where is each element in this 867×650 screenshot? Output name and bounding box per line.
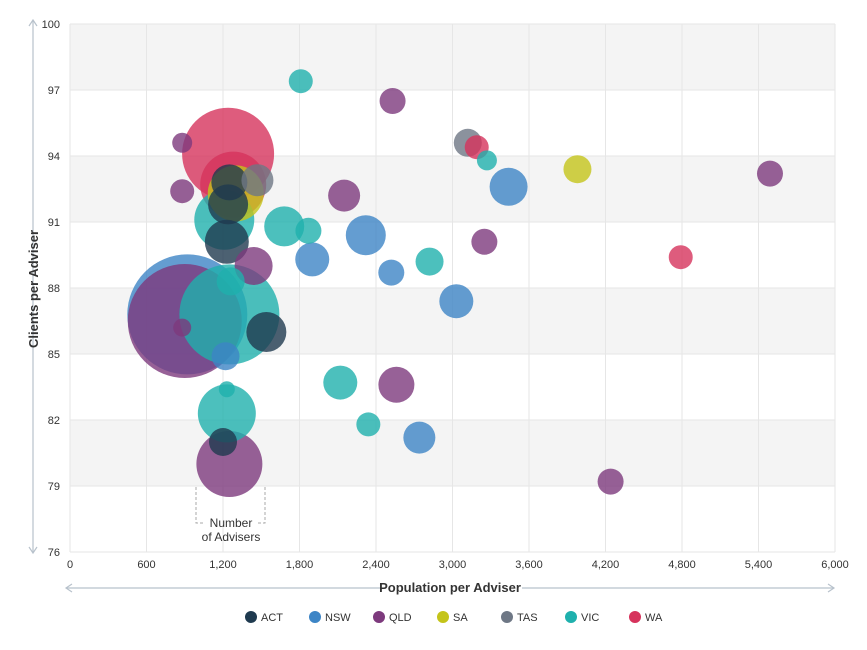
x-tick-labels: 0 600 1,200 1,800 2,400 3,000 3,600 4,200 4,800 5…: [67, 559, 849, 571]
y-tick-label: 91: [48, 217, 60, 229]
bubble-vic[interactable]: [476, 150, 497, 171]
legend-label: TAS: [517, 612, 538, 624]
x-tick-label: 2,400: [362, 559, 390, 571]
y-tick-label: 85: [48, 349, 60, 361]
y-tick-label: 82: [48, 415, 60, 427]
annotation-of-advisers: of Advisers: [202, 530, 261, 544]
annotation-bracket-right: [258, 487, 266, 524]
legend-item-act[interactable]: ACT: [245, 611, 283, 624]
bubble-vic[interactable]: [288, 69, 313, 94]
bubble-qld[interactable]: [378, 366, 415, 403]
bubble-vic[interactable]: [356, 412, 381, 437]
x-axis-arrow-left: [64, 583, 73, 593]
bubble-nsw[interactable]: [439, 284, 474, 319]
bubble-wa[interactable]: [668, 245, 693, 270]
bubble-act[interactable]: [246, 312, 287, 352]
y-axis-arrow-up: [28, 18, 38, 27]
legend-item-nsw[interactable]: NSW: [309, 611, 351, 624]
bubble-vic[interactable]: [323, 365, 358, 400]
legend-label: WA: [645, 612, 663, 624]
bubble-nsw[interactable]: [295, 242, 330, 277]
y-tick-label: 88: [48, 283, 60, 295]
axes: [28, 18, 836, 593]
bubbles-layer: [127, 69, 783, 497]
x-tick-label: 600: [137, 559, 155, 571]
legend-swatch: [245, 611, 257, 623]
x-tick-label: 5,400: [745, 559, 773, 571]
bubble-tas[interactable]: [241, 164, 274, 197]
bubble-nsw[interactable]: [378, 259, 405, 286]
x-axis-arrow-right: [827, 583, 836, 593]
legend-swatch: [501, 611, 513, 623]
x-tick-label: 4,800: [668, 559, 696, 571]
legend-label: NSW: [325, 612, 351, 624]
bubble-qld[interactable]: [471, 228, 498, 255]
x-tick-label: 1,200: [209, 559, 237, 571]
y-tick-label: 100: [42, 19, 60, 31]
x-tick-label: 6,000: [821, 559, 849, 571]
y-tick-label: 94: [48, 151, 60, 163]
y-tick-label: 79: [48, 481, 60, 493]
bubble-nsw[interactable]: [403, 421, 436, 454]
bubble-vic[interactable]: [197, 384, 256, 443]
y-tick-label: 97: [48, 85, 60, 97]
bubble-act[interactable]: [204, 219, 249, 264]
bubble-qld[interactable]: [379, 88, 406, 114]
legend: ACT NSW QLD SA TAS VIC WA: [245, 611, 663, 624]
legend-swatch: [565, 611, 577, 623]
bubble-vic[interactable]: [264, 206, 305, 247]
bubble-qld[interactable]: [170, 179, 195, 204]
bubble-sa[interactable]: [563, 155, 592, 184]
legend-swatch: [309, 611, 321, 623]
x-axis-title: Population per Adviser: [379, 580, 521, 595]
bubble-qld[interactable]: [172, 132, 193, 153]
legend-label: VIC: [581, 612, 599, 624]
bubble-vic[interactable]: [415, 247, 444, 276]
x-tick-label: 1,800: [286, 559, 314, 571]
bubble-nsw[interactable]: [345, 215, 386, 256]
y-axis-arrow-down: [28, 546, 38, 555]
legend-swatch: [437, 611, 449, 623]
x-tick-label: 4,200: [592, 559, 620, 571]
bubble-vic[interactable]: [216, 267, 245, 296]
size-annotation: Number of Advisers: [195, 487, 266, 544]
legend-item-vic[interactable]: VIC: [565, 611, 599, 624]
x-tick-label: 3,600: [515, 559, 543, 571]
x-tick-label: 0: [67, 559, 73, 571]
bubble-nsw[interactable]: [489, 167, 528, 206]
bubble-qld[interactable]: [756, 160, 783, 187]
annotation-number: Number: [210, 516, 253, 530]
bubble-vic[interactable]: [218, 381, 235, 398]
bubble-qld[interactable]: [328, 179, 361, 212]
y-axis-title: Clients per Adviser: [26, 230, 41, 348]
bubble-nsw[interactable]: [211, 342, 240, 371]
legend-swatch: [629, 611, 641, 623]
y-tick-label: 76: [48, 547, 60, 559]
legend-item-wa[interactable]: WA: [629, 611, 663, 624]
bubble-qld[interactable]: [234, 247, 273, 285]
legend-swatch: [373, 611, 385, 623]
bubble-qld[interactable]: [173, 318, 192, 337]
legend-label: ACT: [261, 612, 283, 624]
bubble-qld[interactable]: [597, 468, 624, 495]
legend-item-qld[interactable]: QLD: [373, 611, 412, 624]
bubble-act[interactable]: [209, 428, 237, 456]
bubble-act[interactable]: [211, 164, 248, 201]
bubble-vic[interactable]: [295, 217, 322, 244]
x-tick-label: 3,000: [439, 559, 467, 571]
legend-item-tas[interactable]: TAS: [501, 611, 538, 624]
legend-label: QLD: [389, 612, 412, 624]
legend-label: SA: [453, 612, 468, 624]
legend-item-sa[interactable]: SA: [437, 611, 468, 624]
annotation-bracket-left: [195, 487, 203, 524]
y-tick-labels: 76 79 82 85 88 91 94 97 100: [42, 19, 60, 559]
